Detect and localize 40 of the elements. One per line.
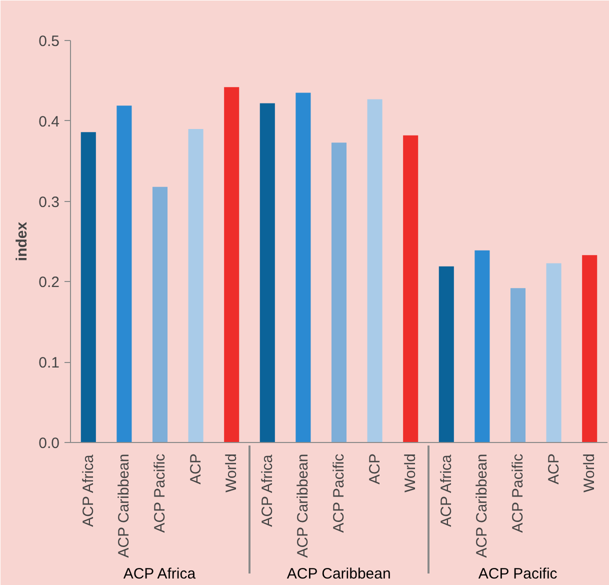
bar [116,106,132,442]
bar [510,288,526,442]
bar [188,128,204,442]
y-tick-label: 0.5 [38,33,60,50]
bar [403,135,418,442]
x-tick-label: ACP Caribbean [116,454,133,558]
x-tick-label: World [402,453,420,492]
x-tick-label: ACP Pacific [330,453,348,533]
y-tick-label: 0.4 [38,113,60,130]
x-tick-label: World [223,453,240,492]
y-tick-label: 0.3 [38,194,60,211]
bar [152,186,168,442]
bar [296,92,311,442]
text: ACP Africa [123,566,196,583]
bar [80,132,96,442]
x-tick-label: ACP [366,454,384,484]
bar [474,250,490,442]
bar [331,142,347,442]
x-tick-label: ACP Caribbean [474,454,491,558]
bar [546,263,562,442]
x-tick-label: ACP Africa [258,454,276,527]
y-tick-label: 0.2 [38,274,60,292]
x-tick-label: ACP Africa [80,454,97,527]
bar [224,87,240,442]
text: ACP Caribbean [286,566,391,583]
x-tick-label: ACP Pacific [152,453,168,533]
x-tick-label: ACP [187,454,204,484]
x-tick-label: World [581,453,598,492]
bar [582,255,598,442]
x-tick-label: ACP [545,454,562,484]
x-tick-label: ACP Africa [438,454,455,527]
x-tick-label: ACP Caribbean [294,454,312,558]
bar [260,103,275,442]
bar [367,99,382,442]
text: ACP Pacific [478,566,558,583]
y-axis-title: index [14,221,31,262]
x-tick-label: ACP Pacific [510,453,526,533]
bar [438,266,454,442]
y-tick-label: 0.0 [38,435,60,452]
y-tick-label: 0.1 [38,354,60,372]
